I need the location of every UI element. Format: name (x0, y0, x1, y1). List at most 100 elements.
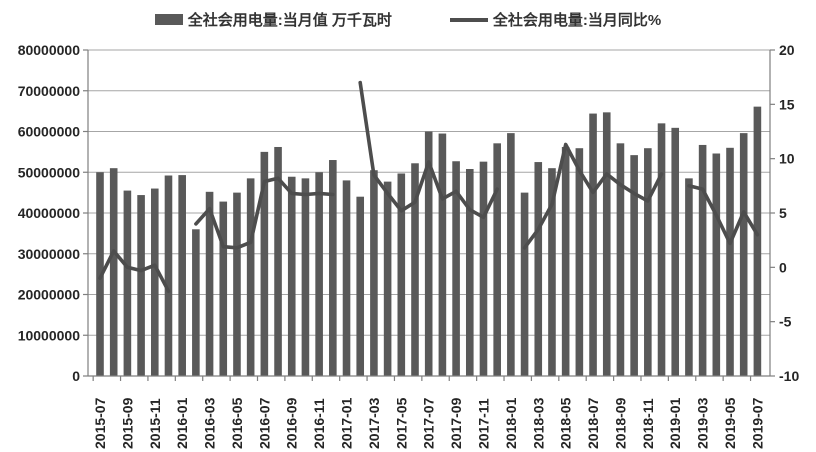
bar (671, 127, 680, 377)
x-axis-label: 2017-01 (339, 397, 355, 449)
bar-series-swatch-icon (154, 14, 183, 25)
y-axis-right-label: 0 (779, 259, 787, 275)
legend-line-label: 全社会用电量:当月同比% (492, 12, 662, 29)
bar (698, 144, 707, 376)
y-axis-left-label: 60000000 (18, 124, 81, 140)
chart-legend: 全社会用电量:当月值 万千瓦时 全社会用电量:当月同比% (0, 9, 816, 30)
x-axis-label: 2018-03 (530, 397, 546, 449)
y-axis-right-label: 5 (779, 205, 787, 221)
bar (685, 178, 693, 376)
x-axis-label: 2017-11 (475, 398, 491, 449)
bar (301, 178, 310, 376)
y-axis-left-label: 40000000 (18, 205, 81, 221)
bar (739, 133, 748, 376)
y-axis-right-label: -5 (779, 314, 792, 330)
x-axis-label: 2017-05 (393, 397, 409, 449)
y-axis-left-label: 0 (72, 368, 80, 384)
x-axis-label: 2016-01 (174, 397, 190, 449)
y-axis-left-label: 70000000 (18, 83, 81, 99)
bar (233, 192, 241, 376)
line-series-swatch-icon (449, 17, 488, 22)
bar (150, 188, 159, 376)
x-axis-label: 2016-09 (284, 397, 300, 449)
x-axis-label: 2018-07 (585, 397, 601, 449)
bar (726, 147, 734, 376)
bar (109, 168, 118, 376)
x-axis-label: 2015-09 (119, 397, 135, 449)
bar (561, 146, 570, 376)
bar (575, 148, 584, 376)
bar (712, 153, 721, 376)
bar (219, 201, 228, 376)
y-axis-right-label: -10 (779, 368, 799, 384)
bar (630, 155, 638, 376)
legend-item-bar-series: 全社会用电量:当月值 万千瓦时 (154, 9, 392, 30)
y-axis-right-label: 15 (779, 96, 795, 112)
x-axis-label: 2018-11 (640, 398, 656, 449)
legend-item-line-series: 全社会用电量:当月同比% (449, 9, 662, 30)
bar (424, 131, 433, 376)
x-axis-label: 2015-07 (92, 397, 108, 449)
bar (192, 229, 200, 376)
bar (370, 170, 378, 376)
bar (205, 191, 214, 376)
y-axis-left-label: 20000000 (18, 287, 81, 303)
bar (315, 172, 323, 376)
y-axis-right-label: 10 (779, 151, 795, 167)
bar (616, 143, 625, 376)
bar (96, 172, 104, 376)
bar (342, 180, 351, 376)
bar (589, 113, 597, 376)
legend-bar-label: 全社会用电量:当月值 万千瓦时 (187, 12, 392, 29)
x-axis-label: 2019-07 (749, 397, 765, 449)
bar (137, 195, 145, 376)
x-axis-label: 2017-03 (366, 397, 382, 449)
bar (438, 133, 447, 376)
x-axis-label: 2018-05 (558, 397, 574, 449)
bar (287, 176, 296, 376)
bar (178, 175, 186, 376)
bar (753, 106, 762, 376)
y-axis-right-label: 20 (779, 42, 795, 58)
bar (274, 146, 282, 376)
x-axis-label: 2017-09 (448, 397, 464, 449)
x-axis-label: 2018-01 (503, 397, 519, 449)
y-axis-left-label: 30000000 (18, 246, 81, 262)
y-axis-left-label: 10000000 (18, 327, 81, 343)
bar (123, 190, 132, 376)
bar (164, 175, 173, 376)
x-axis-label: 2016-03 (202, 397, 218, 449)
bar (507, 133, 515, 376)
x-axis-label: 2017-07 (421, 397, 437, 449)
bar (452, 161, 460, 376)
x-axis-label: 2019-03 (695, 397, 711, 449)
x-axis-label: 2015-11 (147, 398, 163, 449)
bar (534, 162, 543, 376)
x-axis-label: 2018-09 (612, 397, 628, 449)
bar (644, 148, 652, 376)
yoy-line (98, 80, 760, 293)
bar (356, 196, 365, 376)
x-axis-label: 2016-05 (229, 397, 245, 449)
bar (657, 123, 666, 376)
x-axis-label: 2016-07 (256, 397, 272, 449)
y-axis-left-label: 80000000 (18, 42, 81, 58)
bar (260, 151, 269, 376)
bar (411, 163, 419, 376)
bar (520, 192, 529, 376)
x-axis-label: 2019-01 (667, 397, 683, 449)
bar (397, 173, 406, 376)
bar (246, 178, 255, 376)
bar (383, 181, 392, 376)
bar (602, 112, 611, 376)
x-axis-label: 2019-05 (722, 397, 738, 449)
bar (479, 161, 488, 376)
bar (465, 168, 474, 376)
bar (493, 143, 501, 376)
bar (329, 160, 337, 376)
bar (548, 168, 556, 376)
x-axis-label: 2016-11 (311, 398, 327, 449)
y-axis-left-label: 50000000 (18, 164, 81, 180)
